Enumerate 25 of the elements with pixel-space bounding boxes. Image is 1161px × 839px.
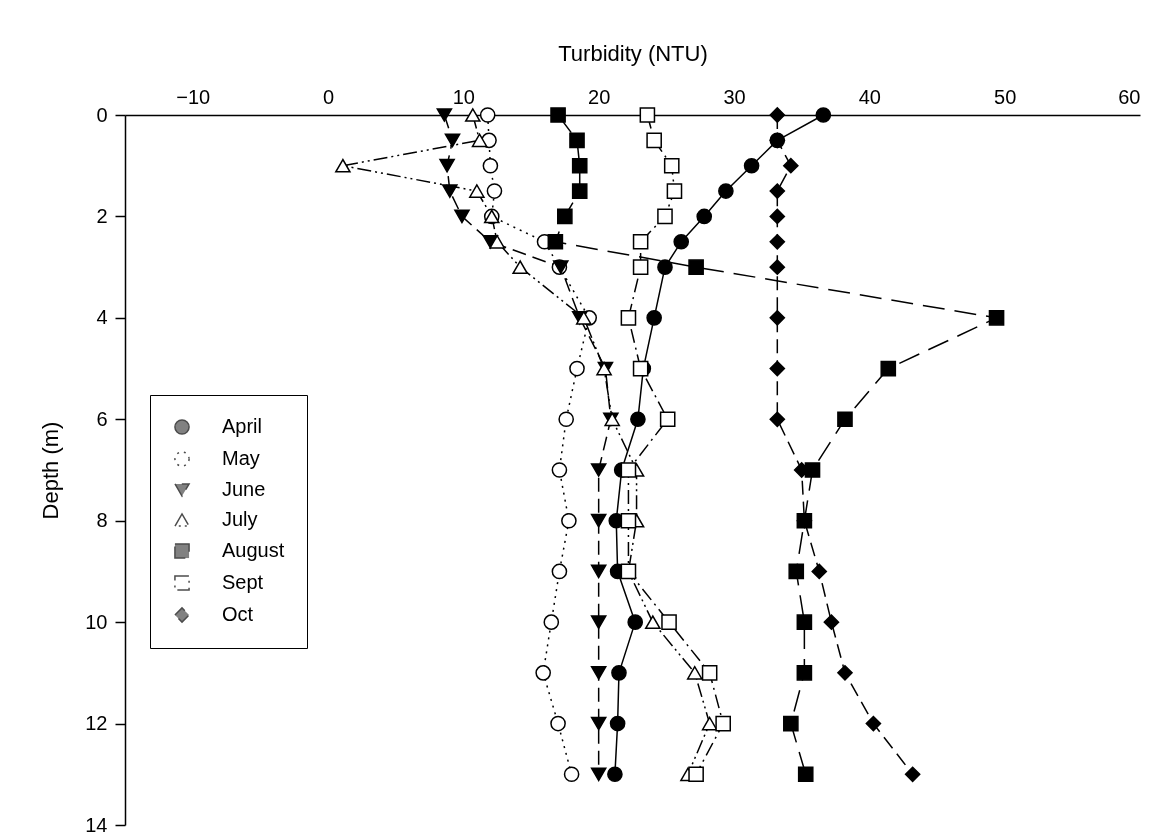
y-axis-title: Depth (m) bbox=[38, 421, 64, 520]
legend-label: June bbox=[222, 478, 266, 500]
legend-label: July bbox=[222, 508, 258, 530]
legend-label: August bbox=[222, 539, 285, 561]
y-tick-label: 10 bbox=[85, 610, 108, 633]
y-tick-label: 6 bbox=[96, 407, 108, 430]
x-tick-label: 60 bbox=[1118, 85, 1141, 108]
x-tick-label: 10 bbox=[452, 85, 475, 108]
y-tick-label: 4 bbox=[96, 306, 108, 329]
x-tick-label: −10 bbox=[176, 85, 211, 108]
x-tick-label: 50 bbox=[994, 85, 1017, 108]
y-tick-label: 2 bbox=[96, 204, 108, 227]
y-tick-label: 0 bbox=[96, 103, 108, 126]
x-tick-label: 30 bbox=[723, 85, 746, 108]
legend-label: May bbox=[222, 447, 260, 469]
y-tick-label: 14 bbox=[85, 813, 108, 836]
legend-label: Sept bbox=[222, 571, 264, 593]
legend-label: April bbox=[222, 415, 263, 437]
y-tick-label: 8 bbox=[96, 509, 108, 532]
y-tick-label: 12 bbox=[85, 712, 108, 735]
x-tick-label: 40 bbox=[858, 85, 881, 108]
x-tick-label: 20 bbox=[588, 85, 611, 108]
legend-label: Oct bbox=[222, 603, 254, 625]
x-axis-title: Turbidity (NTU) bbox=[558, 40, 708, 66]
x-tick-label: 0 bbox=[322, 85, 335, 108]
